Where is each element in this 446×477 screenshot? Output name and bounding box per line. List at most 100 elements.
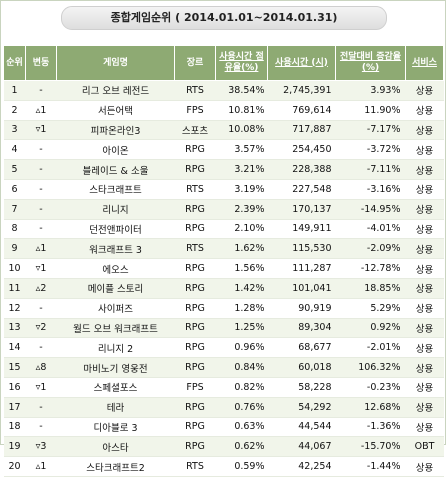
game-name: 스타크래프트 bbox=[56, 179, 175, 200]
service-status: 상용 bbox=[405, 456, 444, 477]
table-row: 11 ▵2 메이플 스토리 RPG 1.42% 101,041 18.85% 상용 bbox=[3, 278, 444, 299]
service-status: 상용 bbox=[405, 337, 444, 359]
table-row: 3 ▿1 피파온라인3 스포츠 10.08% 717,887 -7.17% 상용 bbox=[3, 120, 444, 141]
game-name: 에오스 bbox=[56, 258, 175, 279]
genre-cell: RPG bbox=[174, 357, 216, 378]
game-name: 워크래프트 3 bbox=[56, 238, 175, 260]
rank-cell: 1 bbox=[3, 80, 26, 101]
table-row: 5- 블레이드 & 소울 RPG 3.21% 228,388 -7.11% 상용 bbox=[3, 159, 444, 180]
game-name: 사이퍼즈 bbox=[56, 298, 175, 319]
genre-cell: RPG bbox=[174, 159, 216, 180]
header-rank: 순위 bbox=[3, 45, 26, 81]
usage-time-cell: 769,614 bbox=[267, 100, 336, 121]
service-status: 상용 bbox=[405, 318, 444, 339]
table-row: 14- 리니지 2 RPG 0.96% 68,677 -2.01% 상용 bbox=[3, 337, 444, 359]
share-cell: 1.25% bbox=[215, 318, 268, 339]
game-name: 피파온라인3 bbox=[56, 120, 175, 141]
genre-cell: RPG bbox=[174, 298, 216, 319]
rank-cell: 4 bbox=[3, 139, 26, 161]
header-service[interactable]: 서비스 bbox=[405, 45, 444, 81]
header-time[interactable]: 사용시간 (시) bbox=[267, 45, 336, 81]
genre-cell: FPS bbox=[174, 377, 216, 398]
service-status: 상용 bbox=[405, 100, 444, 121]
change-rate-cell: -3.16% bbox=[335, 179, 406, 200]
usage-time-cell: 44,067 bbox=[267, 436, 336, 458]
usage-time-cell: 60,018 bbox=[267, 357, 336, 378]
change-indicator: ▵2 bbox=[25, 278, 57, 299]
share-cell: 0.76% bbox=[215, 397, 268, 418]
share-cell: 2.39% bbox=[215, 199, 268, 220]
rank-cell: 17 bbox=[3, 397, 26, 418]
usage-time-cell: 717,887 bbox=[267, 120, 336, 141]
change-indicator: - bbox=[25, 159, 57, 180]
service-status: 상용 bbox=[405, 199, 444, 220]
change-indicator: ▵1 bbox=[25, 100, 57, 121]
game-name: 스타크래프트2 bbox=[56, 456, 175, 477]
table-row: 9 ▵1 워크래프트 3 RTS 1.62% 115,530 -2.09% 상용 bbox=[3, 238, 444, 260]
genre-cell: RPG bbox=[174, 199, 216, 220]
service-status: 상용 bbox=[405, 357, 444, 378]
service-status: 상용 bbox=[405, 377, 444, 398]
change-rate-cell: -15.70% bbox=[335, 436, 406, 458]
table-row: 16 ▿1 스페셜포스 FPS 0.82% 58,228 -0.23% 상용 bbox=[3, 377, 444, 398]
change-indicator: ▿1 bbox=[25, 120, 57, 141]
rank-cell: 18 bbox=[3, 417, 26, 438]
service-status: 상용 bbox=[405, 258, 444, 279]
usage-time-cell: 2,745,391 bbox=[267, 80, 336, 101]
game-name: 리그 오브 레전드 bbox=[56, 80, 175, 101]
header-genre: 장르 bbox=[174, 45, 216, 81]
change-rate-cell: -2.09% bbox=[335, 238, 406, 260]
header-diff[interactable]: 전달대비 증감율(%) bbox=[335, 45, 406, 81]
table-row: 2 ▵1 서든어택 FPS 10.81% 769,614 11.90% 상용 bbox=[3, 100, 444, 121]
share-cell: 2.10% bbox=[215, 219, 268, 240]
usage-time-cell: 115,530 bbox=[267, 238, 336, 260]
genre-cell: RPG bbox=[174, 397, 216, 418]
usage-time-cell: 111,287 bbox=[267, 258, 336, 279]
rank-cell: 2 bbox=[3, 100, 26, 121]
change-rate-cell: 106.32% bbox=[335, 357, 406, 378]
change-indicator: - bbox=[25, 298, 57, 319]
share-cell: 0.84% bbox=[215, 357, 268, 378]
share-cell: 3.19% bbox=[215, 179, 268, 200]
service-status: 상용 bbox=[405, 159, 444, 180]
rank-cell: 20 bbox=[3, 456, 26, 477]
game-name: 메이플 스토리 bbox=[56, 278, 175, 299]
change-indicator: - bbox=[25, 199, 57, 220]
change-indicator: ▿3 bbox=[25, 436, 57, 458]
page-title: 종합게임순위 ( 2014.01.01~2014.01.31) bbox=[61, 6, 387, 30]
usage-time-cell: 170,137 bbox=[267, 199, 336, 220]
genre-cell: FPS bbox=[174, 100, 216, 121]
service-status: 상용 bbox=[405, 298, 444, 319]
ranking-table: 순위 변동 게임명 장르 사용시간 점유율(%) 사용시간 (시) 전달대비 증… bbox=[3, 45, 444, 477]
genre-cell: 스포츠 bbox=[174, 120, 216, 141]
game-name: 마비노기 영웅전 bbox=[56, 357, 175, 378]
usage-time-cell: 227,548 bbox=[267, 179, 336, 200]
rank-cell: 13 bbox=[3, 318, 26, 339]
usage-time-cell: 42,254 bbox=[267, 456, 336, 477]
genre-cell: RPG bbox=[174, 417, 216, 438]
change-rate-cell: -7.11% bbox=[335, 159, 406, 180]
change-rate-cell: 12.68% bbox=[335, 397, 406, 418]
table-row: 20 ▵1 스타크래프트2 RTS 0.59% 42,254 -1.44% 상용 bbox=[3, 456, 444, 477]
share-cell: 0.62% bbox=[215, 436, 268, 458]
rank-cell: 14 bbox=[3, 337, 26, 359]
change-indicator: ▵8 bbox=[25, 357, 57, 378]
change-rate-cell: -0.23% bbox=[335, 377, 406, 398]
rank-cell: 5 bbox=[3, 159, 26, 180]
header-game: 게임명 bbox=[56, 45, 175, 81]
genre-cell: RTS bbox=[174, 179, 216, 200]
change-indicator: ▿1 bbox=[25, 258, 57, 279]
change-rate-cell: 3.93% bbox=[335, 80, 406, 101]
change-rate-cell: -1.44% bbox=[335, 456, 406, 477]
change-rate-cell: -14.95% bbox=[335, 199, 406, 220]
share-cell: 1.62% bbox=[215, 238, 268, 260]
change-indicator: - bbox=[25, 80, 57, 101]
service-status: 상용 bbox=[405, 278, 444, 299]
table-row: 18- 디아블로 3 RPG 0.63% 44,544 -1.36% 상용 bbox=[3, 417, 444, 438]
service-status: 상용 bbox=[405, 238, 444, 260]
header-share[interactable]: 사용시간 점유율(%) bbox=[215, 45, 268, 81]
share-cell: 3.57% bbox=[215, 139, 268, 161]
rank-cell: 7 bbox=[3, 199, 26, 220]
table-header-row: 순위 변동 게임명 장르 사용시간 점유율(%) 사용시간 (시) 전달대비 증… bbox=[3, 45, 444, 81]
service-status: 상용 bbox=[405, 80, 444, 101]
